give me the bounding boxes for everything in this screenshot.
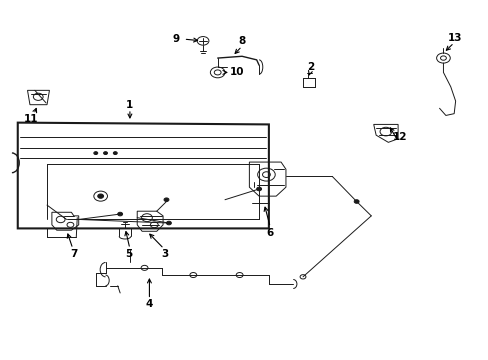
Text: 1: 1 <box>126 100 133 110</box>
Circle shape <box>256 187 261 191</box>
Text: 12: 12 <box>392 132 407 142</box>
Circle shape <box>98 194 103 198</box>
Circle shape <box>166 221 171 225</box>
Circle shape <box>103 152 107 154</box>
Text: 11: 11 <box>23 114 38 124</box>
Text: 4: 4 <box>145 300 153 310</box>
Text: 13: 13 <box>447 33 462 43</box>
Text: 2: 2 <box>306 62 313 72</box>
Text: 7: 7 <box>70 249 78 259</box>
Text: 6: 6 <box>266 228 273 238</box>
Text: 9: 9 <box>172 34 180 44</box>
Text: 3: 3 <box>161 249 168 259</box>
Text: 10: 10 <box>229 67 244 77</box>
Text: 5: 5 <box>125 248 132 258</box>
Circle shape <box>94 152 98 154</box>
Circle shape <box>113 152 117 154</box>
Circle shape <box>163 198 168 202</box>
Circle shape <box>353 200 358 203</box>
Text: 8: 8 <box>238 36 245 46</box>
Circle shape <box>118 212 122 216</box>
